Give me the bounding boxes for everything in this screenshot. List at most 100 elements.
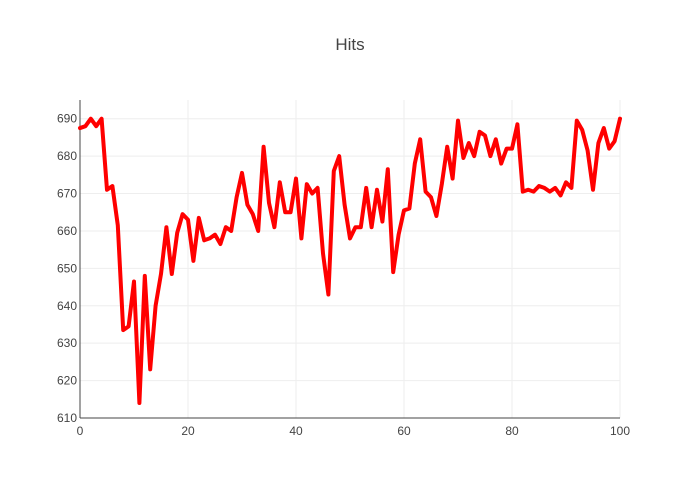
data-point bbox=[462, 157, 464, 159]
x-tick-label: 0 bbox=[77, 424, 84, 438]
data-point bbox=[187, 219, 189, 221]
data-point bbox=[414, 163, 416, 165]
data-point bbox=[608, 148, 610, 150]
data-point bbox=[446, 146, 448, 148]
data-point bbox=[95, 125, 97, 127]
data-point bbox=[403, 209, 405, 211]
data-point bbox=[360, 226, 362, 228]
data-point bbox=[311, 193, 313, 195]
data-point bbox=[570, 187, 572, 189]
y-tick-label: 650 bbox=[57, 261, 77, 275]
data-point bbox=[338, 155, 340, 157]
data-point bbox=[263, 146, 265, 148]
data-point bbox=[457, 120, 459, 122]
data-point bbox=[117, 224, 119, 226]
data-point bbox=[90, 118, 92, 120]
data-point bbox=[171, 273, 173, 275]
data-point bbox=[516, 123, 518, 125]
data-point bbox=[522, 191, 524, 193]
x-tick-label: 20 bbox=[181, 424, 195, 438]
data-point bbox=[101, 118, 103, 120]
data-point bbox=[365, 187, 367, 189]
data-point bbox=[473, 155, 475, 157]
data-point bbox=[527, 189, 529, 191]
y-tick-label: 620 bbox=[57, 374, 77, 388]
data-point bbox=[149, 368, 151, 370]
data-point bbox=[300, 237, 302, 239]
data-point bbox=[549, 191, 551, 193]
data-point bbox=[176, 232, 178, 234]
data-point bbox=[543, 187, 545, 189]
data-point bbox=[435, 215, 437, 217]
data-point bbox=[230, 230, 232, 232]
data-point bbox=[554, 187, 556, 189]
x-tick-label: 40 bbox=[289, 424, 303, 438]
data-point bbox=[495, 138, 497, 140]
data-point bbox=[182, 213, 184, 215]
data-point bbox=[349, 237, 351, 239]
data-point bbox=[479, 131, 481, 133]
data-point bbox=[533, 191, 535, 193]
data-point bbox=[192, 260, 194, 262]
data-point bbox=[452, 178, 454, 180]
data-point bbox=[327, 294, 329, 296]
data-point bbox=[392, 271, 394, 273]
data-point bbox=[133, 280, 135, 282]
data-point bbox=[203, 239, 205, 241]
data-point bbox=[198, 217, 200, 219]
y-tick-label: 640 bbox=[57, 299, 77, 313]
data-point bbox=[122, 329, 124, 331]
data-point bbox=[160, 273, 162, 275]
data-point bbox=[425, 191, 427, 193]
data-point bbox=[209, 237, 211, 239]
data-point bbox=[290, 211, 292, 213]
data-point bbox=[430, 196, 432, 198]
x-tick-label: 100 bbox=[610, 424, 630, 438]
data-point bbox=[387, 168, 389, 170]
data-point bbox=[138, 402, 140, 404]
data-point bbox=[560, 194, 562, 196]
data-point bbox=[295, 178, 297, 180]
data-point bbox=[614, 140, 616, 142]
data-point bbox=[79, 127, 81, 129]
data-point bbox=[128, 325, 130, 327]
data-point bbox=[565, 181, 567, 183]
data-point bbox=[376, 189, 378, 191]
y-tick-label: 670 bbox=[57, 187, 77, 201]
data-point bbox=[619, 118, 621, 120]
data-point bbox=[279, 181, 281, 183]
data-point bbox=[214, 234, 216, 236]
y-tick-label: 630 bbox=[57, 336, 77, 350]
data-point bbox=[144, 275, 146, 277]
data-point bbox=[236, 196, 238, 198]
axes bbox=[79, 100, 620, 419]
chart-title: Hits bbox=[335, 35, 364, 54]
data-point bbox=[306, 183, 308, 185]
data-point bbox=[592, 189, 594, 191]
data-point bbox=[322, 252, 324, 254]
data-point bbox=[268, 202, 270, 204]
y-tick-label: 610 bbox=[57, 411, 77, 425]
data-point bbox=[381, 221, 383, 223]
x-tick-label: 80 bbox=[505, 424, 519, 438]
data-point bbox=[155, 305, 157, 307]
data-point bbox=[257, 230, 259, 232]
data-point bbox=[408, 207, 410, 209]
data-point bbox=[252, 213, 254, 215]
data-point bbox=[371, 226, 373, 228]
data-point bbox=[576, 120, 578, 122]
data-point bbox=[284, 211, 286, 213]
data-point bbox=[398, 234, 400, 236]
series-layer bbox=[78, 116, 622, 406]
data-point bbox=[84, 125, 86, 127]
data-point bbox=[219, 243, 221, 245]
data-point bbox=[333, 170, 335, 172]
data-point bbox=[165, 226, 167, 228]
data-point bbox=[587, 150, 589, 152]
y-tick-label: 690 bbox=[57, 112, 77, 126]
data-point bbox=[489, 155, 491, 157]
data-point bbox=[538, 185, 540, 187]
data-point bbox=[468, 142, 470, 144]
data-point bbox=[225, 226, 227, 228]
